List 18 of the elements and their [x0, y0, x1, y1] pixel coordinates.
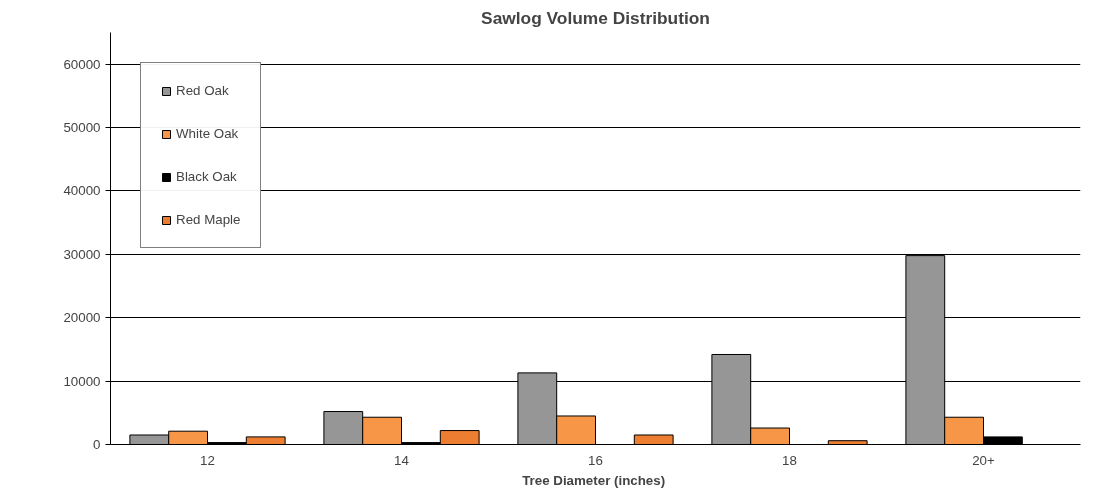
- y-tick-label: 10000: [63, 373, 101, 389]
- x-tick-label: 16: [588, 452, 603, 468]
- y-tick-label: 20000: [63, 310, 101, 326]
- y-tick-label: 0: [93, 437, 101, 452]
- chart-title: Sawlog Volume Distribution: [481, 7, 710, 28]
- x-tick-label: 18: [782, 452, 797, 468]
- y-tick-label: 50000: [63, 120, 101, 136]
- y-tick-label: 40000: [63, 183, 101, 199]
- x-tick-label: 12: [200, 452, 215, 468]
- y-tick-label: 30000: [63, 246, 101, 262]
- x-axis-title: Tree Diameter (inches): [522, 472, 666, 488]
- y-tick-label: 60000: [63, 56, 101, 72]
- x-tick-label: 14: [394, 452, 410, 468]
- legend-label: Red Oak: [176, 83, 229, 98]
- legend-label: Black Oak: [176, 169, 237, 184]
- legend-label: Red Maple: [176, 212, 241, 227]
- legend-label: White Oak: [176, 126, 239, 141]
- x-tick-label: 20+: [972, 452, 996, 468]
